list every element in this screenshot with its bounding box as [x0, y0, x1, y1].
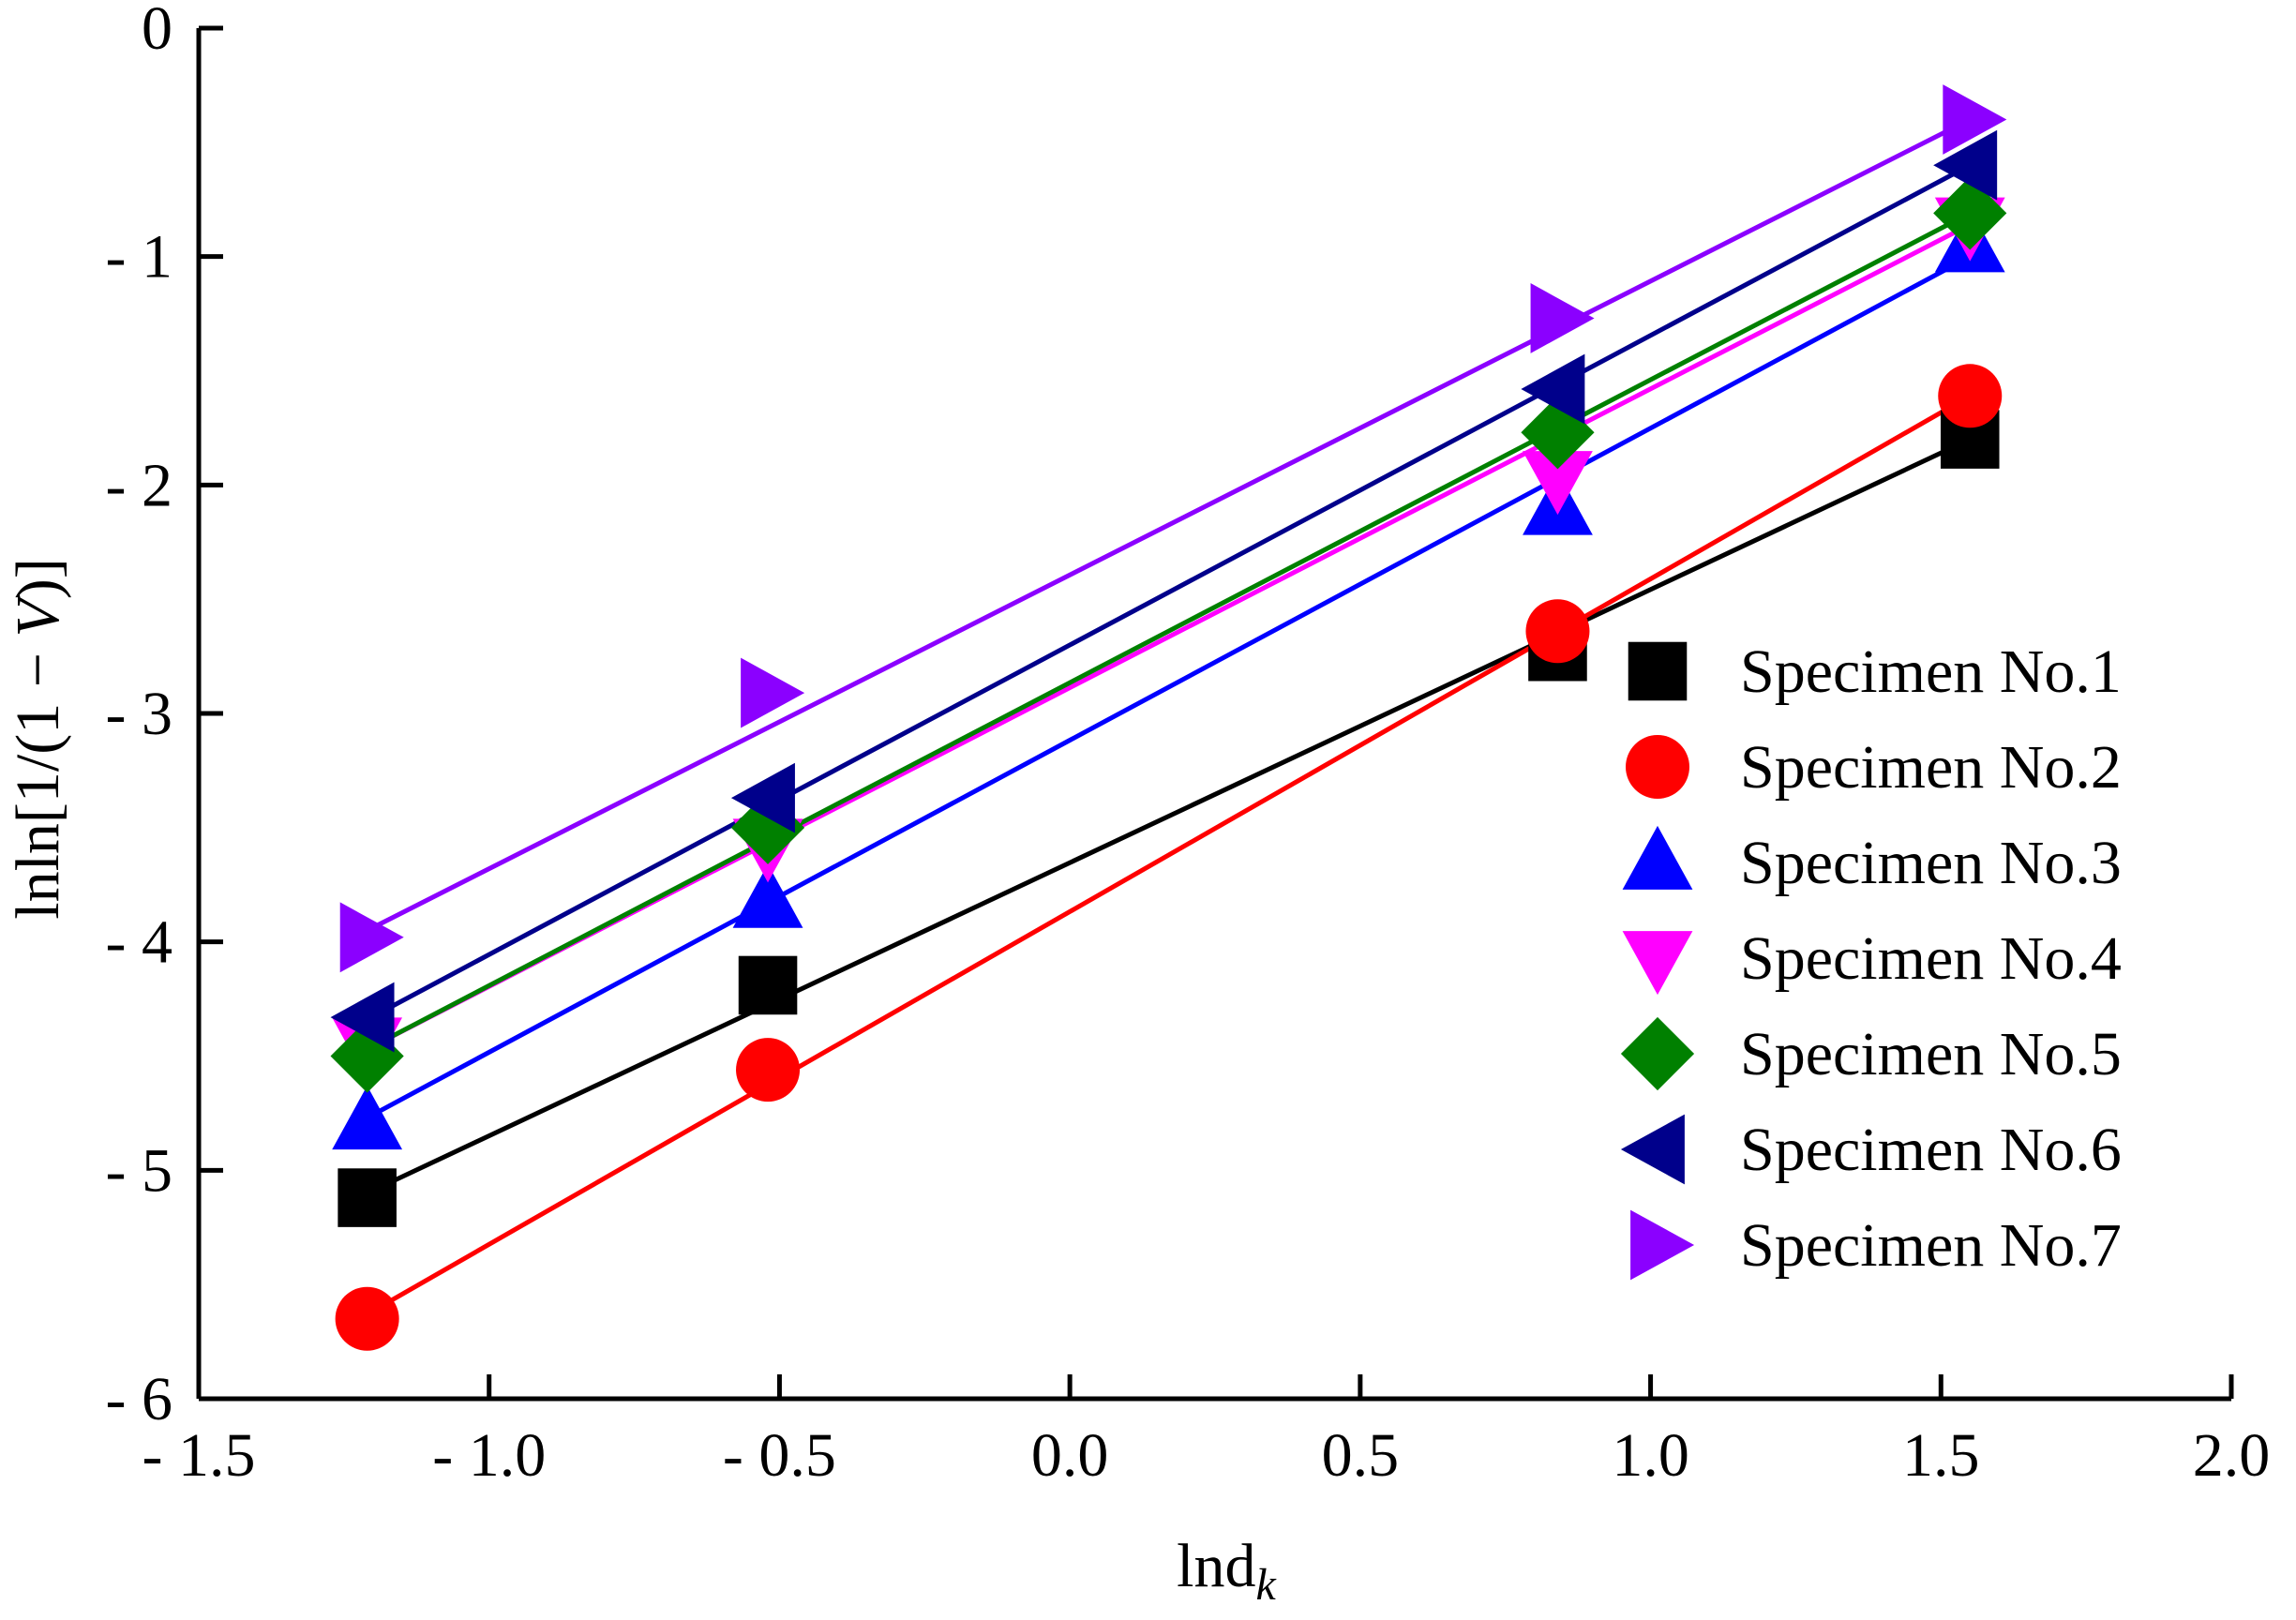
legend-item: Specimen No.2: [1626, 733, 2122, 802]
y-tick-label: - 6: [106, 1365, 173, 1433]
fit-line-specimen-5: [366, 211, 1972, 1052]
fit-line-specimen-1: [366, 437, 1972, 1195]
point-specimen-7: [741, 657, 805, 728]
point-specimen-6: [1521, 353, 1585, 425]
fit-line-specimen-2: [366, 394, 1972, 1317]
point-specimen-7: [339, 902, 404, 973]
x-tick-label: 2.0: [2193, 1421, 2271, 1490]
x-tick-label: 0.0: [1031, 1421, 1109, 1490]
fit-line-specimen-6: [366, 162, 1972, 1022]
legend-item: Specimen No.3: [1622, 825, 2122, 897]
point-specimen-7: [1943, 84, 2007, 155]
legend-marker-specimen-7: [1630, 1209, 1695, 1281]
legend-label: Specimen No.6: [1740, 1116, 2122, 1184]
fit-lines: [366, 117, 1972, 1317]
axes: - 1.5 - 1.0 - 0.5 0.0 0.5 1.0 1.5 2.0 0 - 1 - 2 - 3…: [106, 0, 2271, 1490]
legend-marker-specimen-6: [1620, 1114, 1685, 1185]
y-axis-label: lnln[1/(1 − V)]: [4, 558, 72, 920]
point-specimen-2: [1525, 599, 1590, 664]
legend-marker-specimen-2: [1626, 735, 1689, 799]
legend-label: Specimen No.3: [1740, 829, 2122, 897]
point-specimen-7: [1530, 283, 1595, 353]
legend: Specimen No.1 Specimen No.2 Specimen No.3 S…: [1620, 638, 2122, 1281]
x-tick-label: - 1.0: [432, 1421, 546, 1490]
x-tick-label: - 0.5: [723, 1421, 836, 1490]
fit-line-specimen-3: [366, 254, 1972, 1120]
legend-label: Specimen No.2: [1740, 733, 2122, 802]
legend-marker-specimen-1: [1628, 641, 1688, 701]
point-specimen-3: [332, 1086, 403, 1150]
y-tick-label: 0: [142, 0, 173, 63]
point-specimen-3: [732, 863, 803, 928]
x-tick-label: 0.5: [1322, 1421, 1400, 1490]
legend-marker-specimen-4: [1622, 931, 1693, 996]
legend-item: Specimen No.7: [1630, 1209, 2122, 1281]
point-specimen-2: [335, 1286, 399, 1351]
legend-label: Specimen No.1: [1740, 638, 2122, 706]
point-specimen-5: [730, 790, 805, 864]
y-tick-label: - 4: [106, 908, 173, 977]
point-specimen-2: [736, 1038, 801, 1102]
point-specimen-6: [1933, 129, 1998, 201]
y-tick-label: - 3: [106, 680, 173, 748]
legend-marker-specimen-5: [1620, 1016, 1695, 1091]
y-tick-label: - 1: [106, 223, 173, 292]
y-tick-label: - 5: [106, 1136, 173, 1205]
point-specimen-6: [330, 982, 395, 1053]
point-specimen-5: [330, 1019, 404, 1093]
point-specimen-1: [338, 1168, 397, 1227]
x-tick-label: 1.5: [1902, 1421, 1980, 1490]
point-specimen-1: [738, 955, 798, 1015]
point-specimen-6: [730, 762, 795, 833]
legend-label: Specimen No.4: [1740, 924, 2122, 993]
legend-item: Specimen No.4: [1622, 924, 2122, 996]
legend-label: Specimen No.7: [1740, 1211, 2122, 1280]
x-tick-label: - 1.5: [143, 1421, 256, 1490]
x-axis-label: lndk: [1177, 1532, 1277, 1610]
legend-marker-specimen-3: [1622, 825, 1693, 890]
point-specimen-5: [1521, 396, 1595, 470]
legend-item: Specimen No.6: [1620, 1114, 2122, 1185]
point-specimen-2: [1938, 364, 2003, 428]
data-points: [330, 84, 2007, 1351]
legend-item: Specimen No.1: [1628, 638, 2122, 706]
fit-line-specimen-7: [366, 117, 1972, 933]
x-tick-label: 1.0: [1612, 1421, 1689, 1490]
point-specimen-4: [1523, 451, 1593, 516]
legend-item: Specimen No.5: [1620, 1016, 2122, 1091]
y-tick-label: - 2: [106, 451, 173, 519]
legend-label: Specimen No.5: [1740, 1020, 2122, 1088]
